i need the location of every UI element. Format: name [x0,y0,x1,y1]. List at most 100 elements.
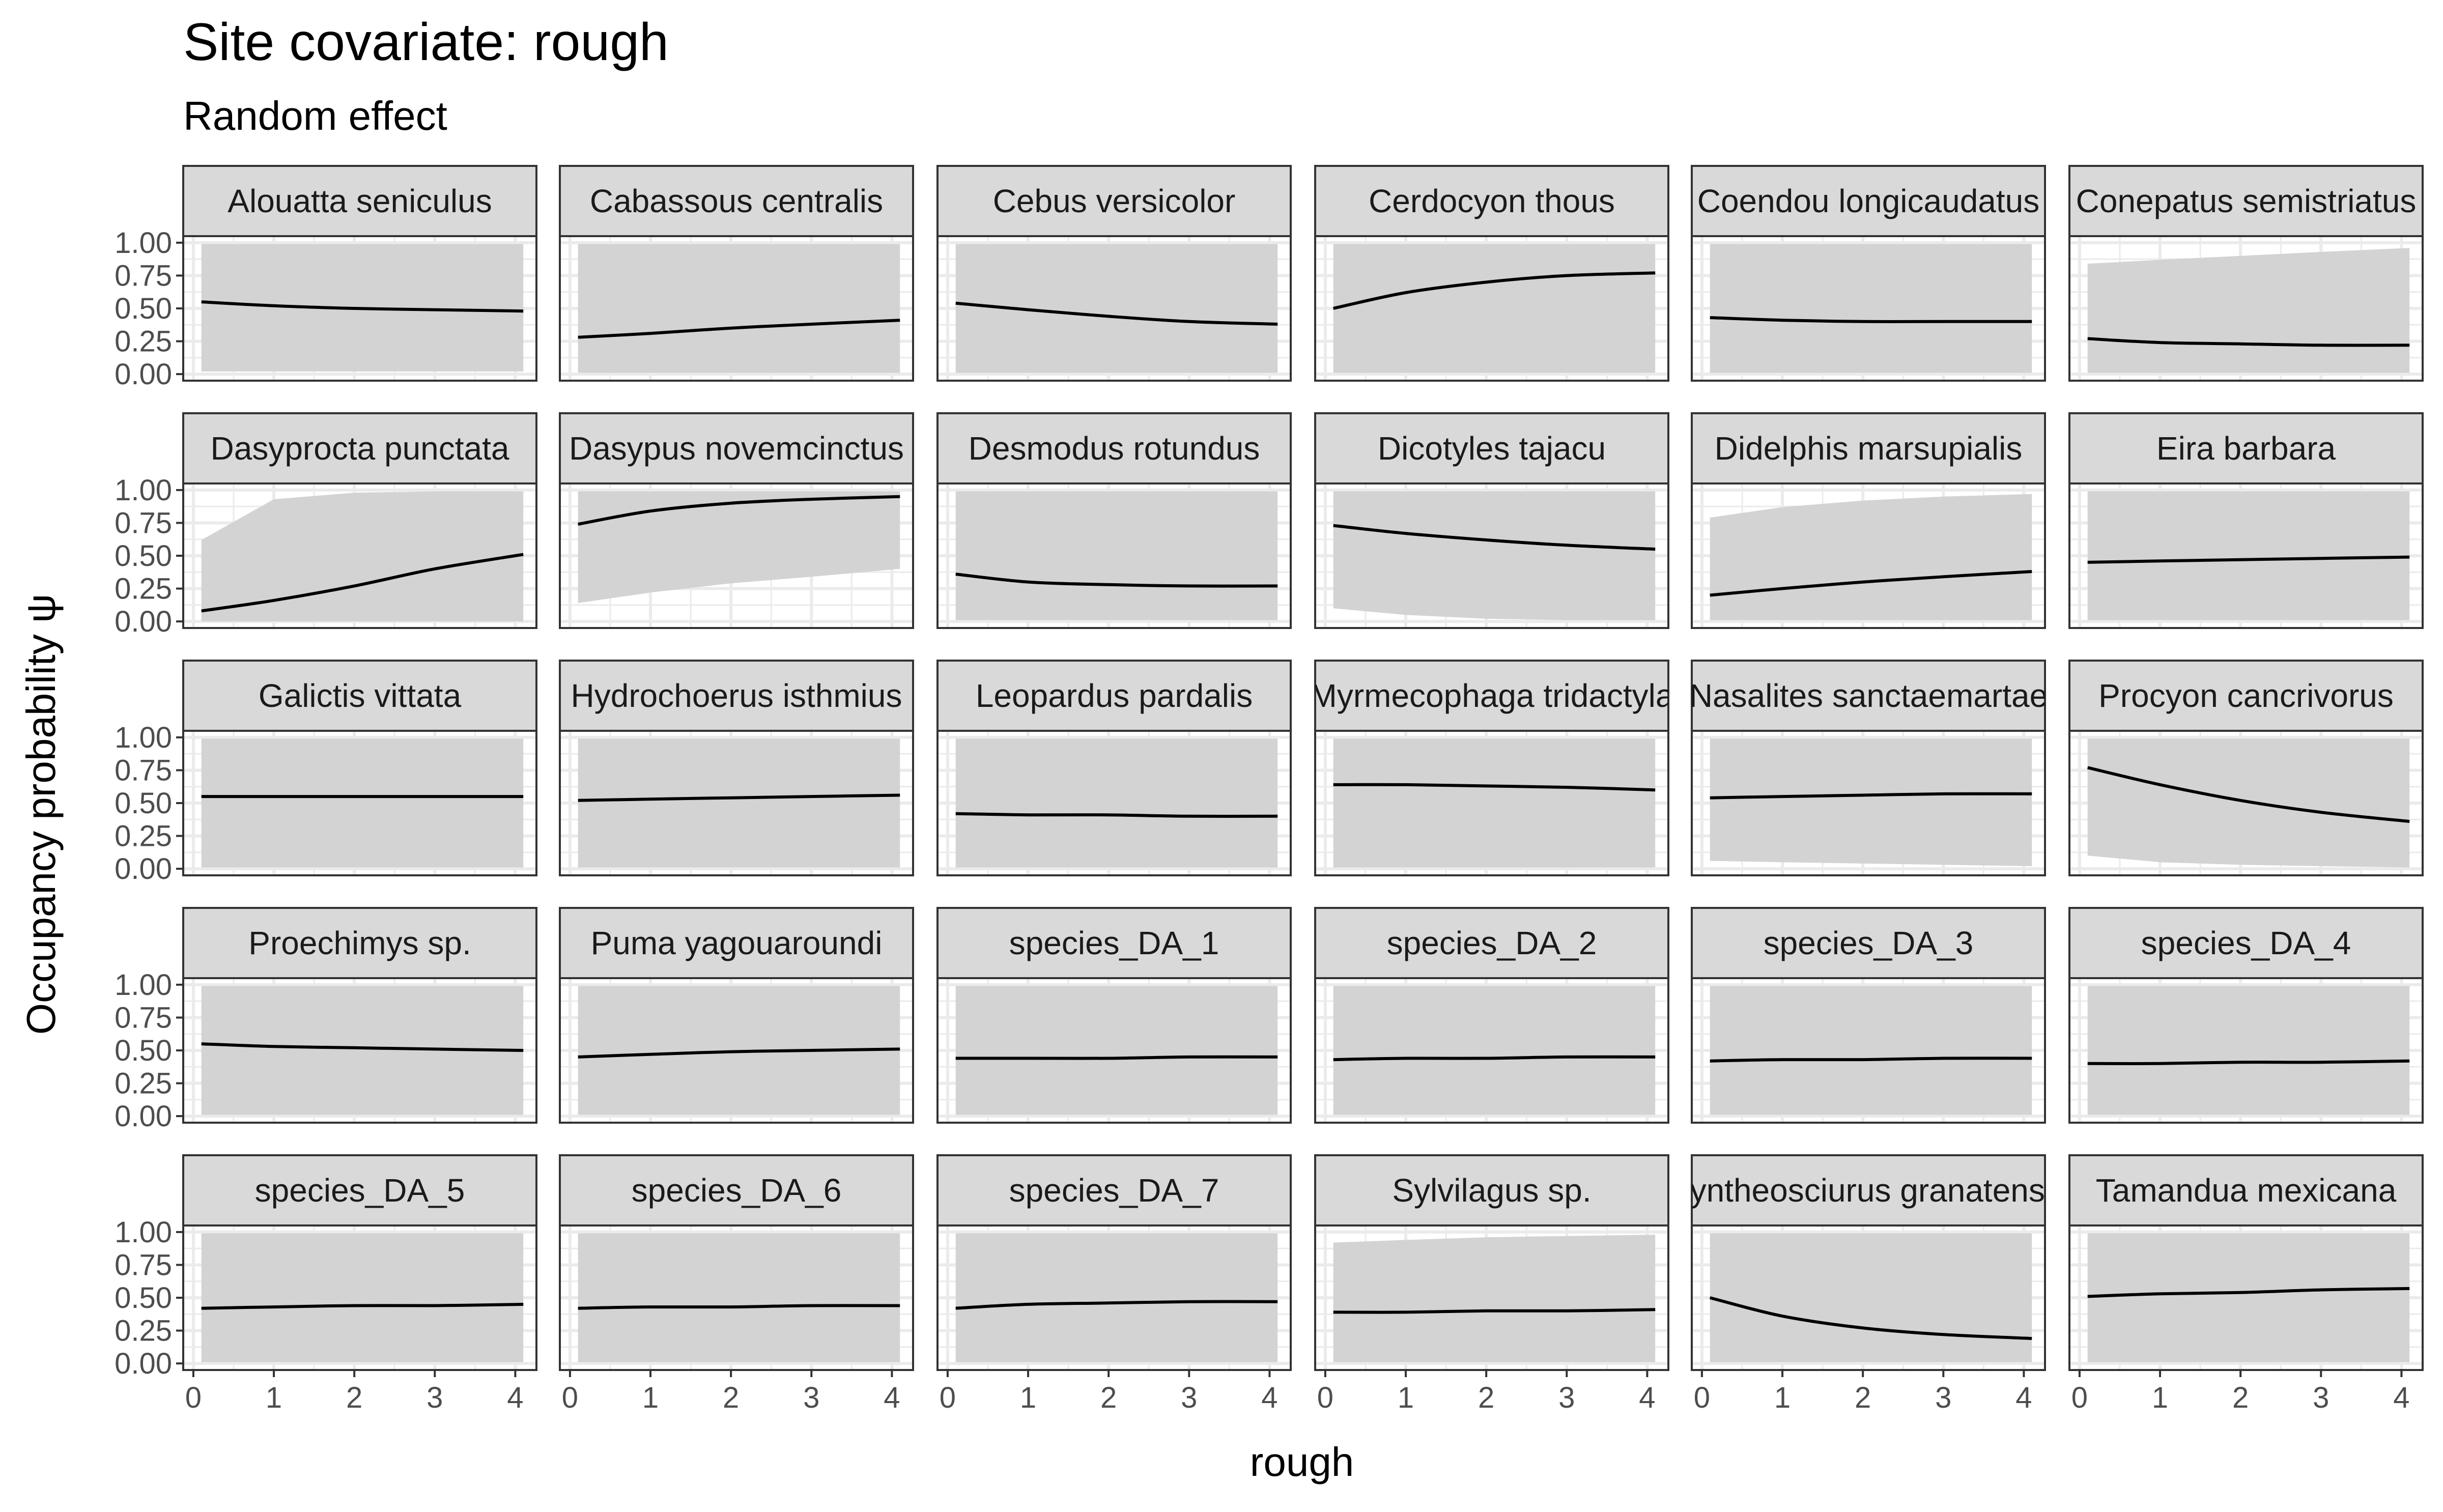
facet-strip-label: Galictis vittata [259,677,462,714]
facet-strip-label: Syntheosciurus granatensis [1668,1172,2068,1209]
x-tick-label: 1 [2152,1381,2168,1414]
y-tick-label: 0.75 [115,1248,172,1281]
facet-strip [182,412,537,484]
y-tick-label: 0.25 [115,325,172,358]
credible-interval-ribbon [578,1233,900,1362]
credible-interval-ribbon [1710,494,2032,620]
x-tick-label: 0 [185,1381,202,1414]
facet-strip-label: species_DA_4 [2141,925,2351,961]
mean-occupancy-line [578,1304,900,1310]
facet-strip [559,907,914,979]
facet-strip-label: species_DA_7 [1009,1172,1219,1209]
y-tick-label: 0.75 [115,506,172,539]
mean-occupancy-line [1333,783,1656,792]
mean-occupancy-line [1333,1308,1656,1314]
facet-strip [1314,660,1669,732]
panel-border [1314,730,1669,876]
facet-strip-label: Nasalites sanctaemartae [1689,677,2048,714]
facet-strip-label: Leopardus pardalis [976,677,1253,714]
credible-interval-ribbon [1333,738,1656,868]
facet-panel: species_DA_3 [1691,907,2046,1124]
credible-interval-ribbon [1710,1233,2032,1362]
chart-subtitle: Random effect [183,93,447,138]
mean-occupancy-line [201,1302,524,1310]
chart-title: Site covariate: rough [183,13,669,72]
mean-occupancy-line [201,300,524,313]
panel-border [1314,1224,1669,1371]
credible-interval-ribbon [1333,491,1656,620]
credible-interval-ribbon [201,986,524,1115]
mean-occupancy-line [201,553,524,613]
x-tick-label: 1 [266,1381,282,1414]
credible-interval-ribbon [2087,491,2410,620]
facet-panel: Coendou longicaudatus [1691,165,2046,382]
credible-interval-ribbon [1333,244,1656,373]
credible-interval-ribbon [955,986,1278,1115]
y-tick-label: 0.75 [115,754,172,787]
y-tick-label: 0.75 [115,259,172,292]
y-axis-title: Occupancy probability ψ [18,594,64,1035]
facet-strip-label: Sylvilagus sp. [1392,1172,1591,1209]
mean-occupancy-line [1709,1296,2032,1340]
facet-strip-label: Procyon cancrivorus [2098,677,2394,714]
facet-strip [936,165,1292,237]
facet-strip [559,412,914,484]
x-tick-label: 0 [940,1381,956,1414]
facet-strip-label: Cerdocyon thous [1369,183,1615,219]
credible-interval-ribbon [1710,738,2032,866]
facet-panel: Alouatta seniculus 0.000.250.500.751.00 [115,165,537,391]
x-tick-label: 4 [2393,1381,2409,1414]
facet-strip-label: Puma yagouaroundi [591,925,883,961]
x-tick-label: 3 [427,1381,443,1414]
facet-panel: Cerdocyon thous [1314,165,1669,382]
facet-strip-label: Alouatta seniculus [228,183,492,219]
panel-border [1314,482,1669,629]
x-tick-label: 4 [2015,1381,2032,1414]
credible-interval-ribbon [201,1233,524,1362]
panel-border [559,977,914,1124]
mean-occupancy-line [2087,1287,2410,1298]
credible-interval-ribbon [578,491,900,603]
facet-panel: Dicotyles tajacu [1314,412,1669,629]
facet-strip-label: Didelphis marsupialis [1715,430,2023,467]
panel-border [559,235,914,382]
y-tick-label: 1.00 [115,721,172,754]
panel-border [2068,235,2424,382]
mean-occupancy-line [1333,1055,1656,1062]
facet-strip-label: Cebus versicolor [993,183,1236,219]
panel-border [2068,730,2424,876]
y-tick-label: 0.50 [115,787,172,820]
x-tick-label: 2 [1855,1381,1871,1414]
y-tick-label: 0.25 [115,1315,172,1348]
y-tick-label: 0.50 [115,539,172,573]
panel-border [936,977,1292,1124]
y-tick-label: 0.75 [115,1001,172,1034]
x-tick-label: 4 [1639,1381,1655,1414]
y-tick-label: 0.25 [115,1067,172,1100]
facet-panel: Syntheosciurus granatensis 0 1 2 3 4 [1668,1154,2068,1414]
facet-panel: Eira barbara [2068,412,2424,629]
facet-panel: species_DA_2 [1314,907,1669,1124]
facet-strip [1691,1154,2046,1226]
y-tick-label: 0.50 [115,1034,172,1067]
credible-interval-ribbon [1710,986,2032,1115]
facet-strip [2068,1154,2424,1226]
x-tick-label: 2 [723,1381,739,1414]
mean-occupancy-line [578,495,900,526]
x-tick-label: 0 [1694,1381,1710,1414]
y-tick-label: 0.50 [115,292,172,325]
facet-strip [559,660,914,732]
y-tick-label: 1.00 [115,226,172,260]
facet-panel: Cabassous centralis [559,165,914,382]
facet-panel: Tamandua mexicana 0 1 2 3 4 [2068,1154,2424,1414]
facet-strip-label: Hydrochoerus isthmius [571,677,902,714]
x-tick-label: 0 [2071,1381,2088,1414]
mean-occupancy-line [2087,555,2410,564]
mean-occupancy-line [955,573,1278,588]
panel-border [936,1224,1292,1371]
facet-panel: Myrmecophaga tridactyla [1314,660,1669,876]
panel-border [1314,235,1669,382]
x-tick-label: 3 [2313,1381,2329,1414]
facet-strip [182,1154,537,1226]
